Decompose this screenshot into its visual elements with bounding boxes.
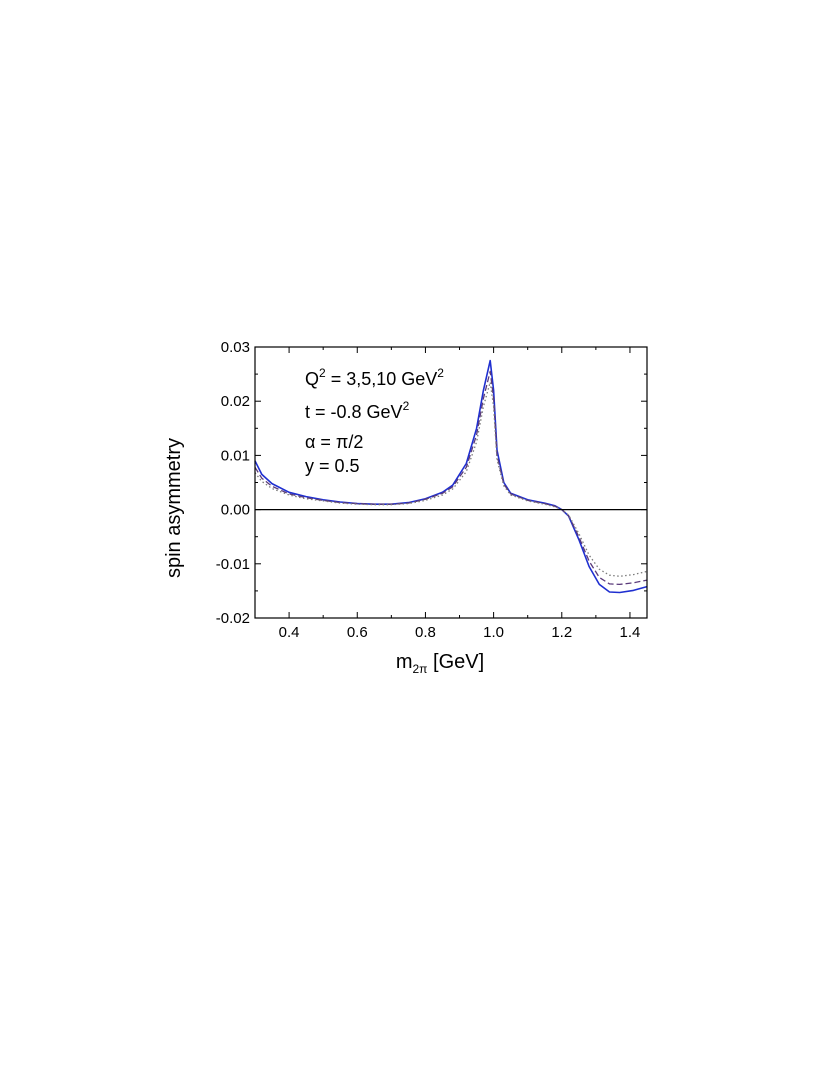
x-tick-label: 0.8: [415, 624, 436, 641]
annotation-line: Q2 = 3,5,10 GeV2: [305, 366, 444, 389]
y-tick-label: 0.00: [221, 502, 250, 519]
x-tick-label: 0.6: [347, 624, 368, 641]
y-tick-label: -0.02: [216, 610, 250, 627]
series-line-solid: [254, 359, 648, 594]
y-tick-label: 0.02: [221, 393, 250, 410]
annotation-superscript: 2: [319, 366, 326, 380]
x-tick-label: 1.4: [620, 624, 641, 641]
annotation-text: α = π/2: [305, 432, 363, 452]
series-lines: [254, 359, 648, 594]
y-tick-label: 0.01: [221, 447, 250, 464]
x-tick-label: 0.4: [279, 624, 300, 641]
series-line-dashed: [254, 370, 648, 586]
tick-labels: 0.4 0.6 0.8 1.0 1.2 1.4 -0.02 -0.01 0.00 0.01 0.02…: [216, 339, 641, 641]
axis-ticks: [254, 346, 647, 619]
series-line-dotted: [254, 381, 648, 577]
y-tick-label: 0.03: [221, 339, 250, 356]
annotation-text-rest: = 3,5,10 GeV: [326, 369, 438, 389]
x-axis-title-subscript: 2π: [413, 662, 428, 676]
annotation-superscript: 2: [403, 399, 410, 413]
x-axis-title: m2π [GeV]: [396, 651, 484, 676]
annotation-line: y = 0.5: [305, 456, 360, 476]
x-tick-label: 1.0: [483, 624, 504, 641]
x-axis-title-main: m: [396, 651, 413, 673]
annotation-line: α = π/2: [305, 432, 363, 452]
y-tick-label: -0.01: [216, 556, 250, 573]
annotation-superscript: 2: [437, 366, 444, 380]
x-axis-title-unit: [GeV]: [427, 651, 484, 673]
annotation-line: t = -0.8 GeV2: [305, 399, 410, 422]
annotation-text: t = -0.8 GeV: [305, 402, 403, 422]
y-axis-title: spin asymmetry: [163, 438, 185, 578]
annotation-text: Q: [305, 369, 319, 389]
annotation-text: y = 0.5: [305, 456, 360, 476]
x-tick-label: 1.2: [551, 624, 572, 641]
